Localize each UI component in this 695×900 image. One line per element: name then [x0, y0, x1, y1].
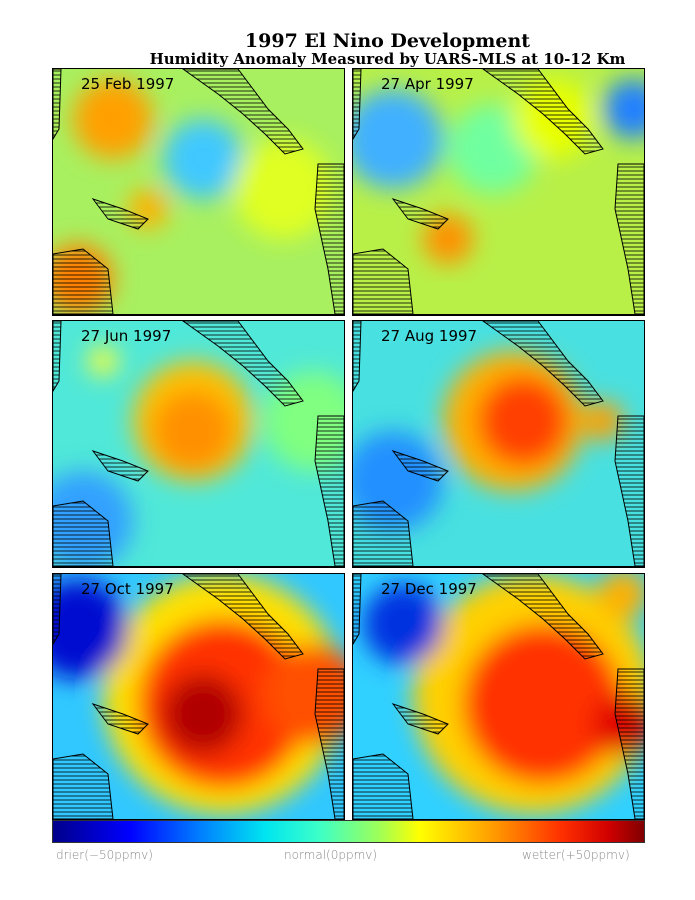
anomaly-region: [233, 139, 333, 239]
anomaly-region: [88, 346, 118, 376]
map-panel: 25 Feb 1997: [52, 68, 345, 316]
anomaly-region: [153, 391, 233, 471]
australia-land: [53, 500, 114, 566]
central-america-land: [182, 321, 304, 407]
panel-date: 27 Dec 1997: [381, 580, 477, 598]
figure-title: 1997 El Nino Development: [244, 30, 531, 52]
anomaly-region: [163, 119, 243, 199]
new-guinea-land: [91, 198, 149, 230]
anomaly-region: [353, 89, 443, 189]
south-america-land: [614, 163, 644, 314]
colorbar-mid-label: normal(0ppmv): [284, 848, 378, 862]
asia-land: [353, 321, 362, 392]
panel-date: 25 Feb 1997: [81, 75, 175, 93]
anomaly-region: [163, 674, 243, 754]
central-america-land: [182, 69, 304, 155]
australia-land: [353, 500, 414, 566]
new-guinea-land: [391, 198, 449, 230]
asia-land: [53, 321, 62, 392]
australia-land: [53, 753, 114, 819]
asia-land: [53, 574, 62, 645]
panel-date: 27 Jun 1997: [81, 327, 172, 345]
central-america-land: [482, 574, 604, 660]
australia-land: [53, 248, 114, 314]
asia-land: [353, 574, 362, 645]
australia-land: [353, 248, 414, 314]
colorbar-min-label: drier(−50ppmv): [56, 848, 153, 862]
new-guinea-land: [391, 450, 449, 482]
map-panel: 27 Apr 1997: [352, 68, 645, 316]
anomaly-region: [478, 376, 568, 466]
anomaly-region: [598, 574, 644, 619]
new-guinea-land: [91, 450, 149, 482]
central-america-land: [482, 321, 604, 407]
south-america-land: [314, 668, 344, 819]
figure-subtitle: Humidity Anomaly Measured by UARS-MLS at…: [149, 50, 626, 68]
map-panel: 27 Jun 1997: [52, 320, 345, 568]
central-america-land: [182, 574, 304, 660]
map-panel: 27 Dec 1997: [352, 573, 645, 821]
panel-date: 27 Aug 1997: [381, 327, 478, 345]
colorbar: [52, 820, 645, 843]
anomaly-region: [603, 79, 644, 139]
new-guinea-land: [91, 703, 149, 735]
new-guinea-land: [391, 703, 449, 735]
anomaly-region: [53, 579, 128, 679]
map-panel: 27 Aug 1997: [352, 320, 645, 568]
south-america-land: [314, 163, 344, 314]
colorbar-max-label: wetter(+50ppmv): [522, 848, 630, 862]
panel-date: 27 Oct 1997: [81, 580, 174, 598]
asia-land: [353, 69, 362, 140]
central-america-land: [482, 69, 604, 155]
anomaly-region: [73, 79, 153, 159]
anomaly-region: [463, 624, 623, 784]
south-america-land: [614, 415, 644, 566]
anomaly-region: [583, 401, 623, 441]
south-america-land: [314, 415, 344, 566]
panel-date: 27 Apr 1997: [381, 75, 474, 93]
asia-land: [53, 69, 62, 140]
south-america-land: [614, 668, 644, 819]
australia-land: [353, 753, 414, 819]
map-panel: 27 Oct 1997: [52, 573, 345, 821]
anomaly-region: [363, 584, 443, 664]
